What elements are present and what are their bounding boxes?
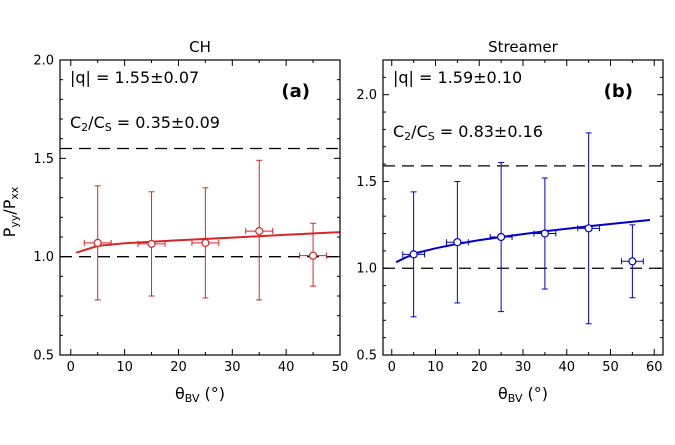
data-point-a-0 — [93, 238, 102, 247]
panel-b-q-annotation: |q| = 1.59±0.10 — [393, 68, 522, 87]
y-tick-label-a-1: 1.0 — [33, 250, 54, 265]
x-tick-label-b-4: 40 — [558, 360, 575, 375]
x-tick-label-b-3: 30 — [515, 360, 532, 375]
data-point-b-3 — [540, 229, 549, 238]
panel-a-tag: (a) — [281, 81, 310, 102]
panel-a-q-annotation: |q| = 1.55±0.07 — [70, 68, 199, 87]
panel-a: CH 0 10 20 30 40 50 0.5 1.0 1.5 2.0 |q| = 1.55±0.… — [33, 38, 348, 405]
panel-b-tag: (b) — [604, 81, 633, 102]
x-tick-label-b-2: 20 — [471, 360, 488, 375]
y-tick-label-b-2: 1.5 — [356, 175, 377, 190]
x-tick-label-b-0: 0 — [388, 360, 396, 375]
y-tick-label-b-0: 0.5 — [356, 349, 377, 364]
x-tick-label-a-3: 30 — [224, 360, 241, 375]
x-tick-label-b-6: 60 — [646, 360, 663, 375]
data-point-b-2 — [497, 232, 506, 242]
panel-b: Streamer 0 10 20 30 40 50 60 0.5 1.0 1.5 2.0 |q| =… — [356, 38, 664, 405]
y-tick-label-b-1: 1.0 — [356, 262, 377, 277]
x-tick-label-a-2: 20 — [170, 360, 187, 375]
panel-a-title: CH — [189, 38, 211, 56]
fit-curve-b — [395, 219, 650, 264]
y-tick-label-a-0: 0.5 — [33, 349, 54, 364]
y-tick-label-b-3: 2.0 — [356, 88, 377, 103]
panel-a-ratio-annotation: C2/CS = 0.35±0.09 — [70, 113, 220, 134]
panel-b-title: Streamer — [488, 38, 559, 56]
data-point-b-4 — [584, 224, 593, 233]
x-tick-label-b-1: 10 — [427, 360, 444, 375]
y-axis-label: Pyy/Pxx — [0, 186, 21, 237]
data-point-a-2 — [201, 238, 210, 247]
data-point-b-0 — [409, 250, 418, 259]
y-tick-label-a-3: 2.0 — [33, 54, 54, 69]
x-tick-label-a-4: 40 — [278, 360, 295, 375]
data-point-a-4 — [308, 251, 318, 260]
panel-a-x-axis-label: θBV (°) — [175, 384, 225, 405]
panel-a-plot-area: 0 10 20 30 40 50 0.5 1.0 1.5 2.0 — [33, 54, 348, 376]
data-point-b-5 — [628, 257, 637, 266]
x-tick-label-a-0: 0 — [67, 360, 75, 375]
panel-b-plot-area: 0 10 20 30 40 50 60 0.5 1.0 1.5 2.0 — [356, 59, 664, 375]
plot-frame-a — [59, 59, 341, 356]
panel-b-ratio-annotation: C2/CS = 0.83±0.16 — [393, 122, 543, 143]
data-point-b-1 — [453, 238, 462, 247]
data-point-a-1 — [147, 239, 156, 248]
x-tick-label-b-5: 50 — [602, 360, 619, 375]
panel-b-x-axis-label: θBV (°) — [498, 384, 548, 405]
data-point-a-3 — [255, 227, 264, 236]
x-tick-label-a-5: 50 — [332, 360, 349, 375]
x-tick-label-a-1: 10 — [116, 360, 133, 375]
plot-frame-b — [382, 59, 664, 356]
y-tick-label-a-2: 1.5 — [33, 152, 54, 167]
